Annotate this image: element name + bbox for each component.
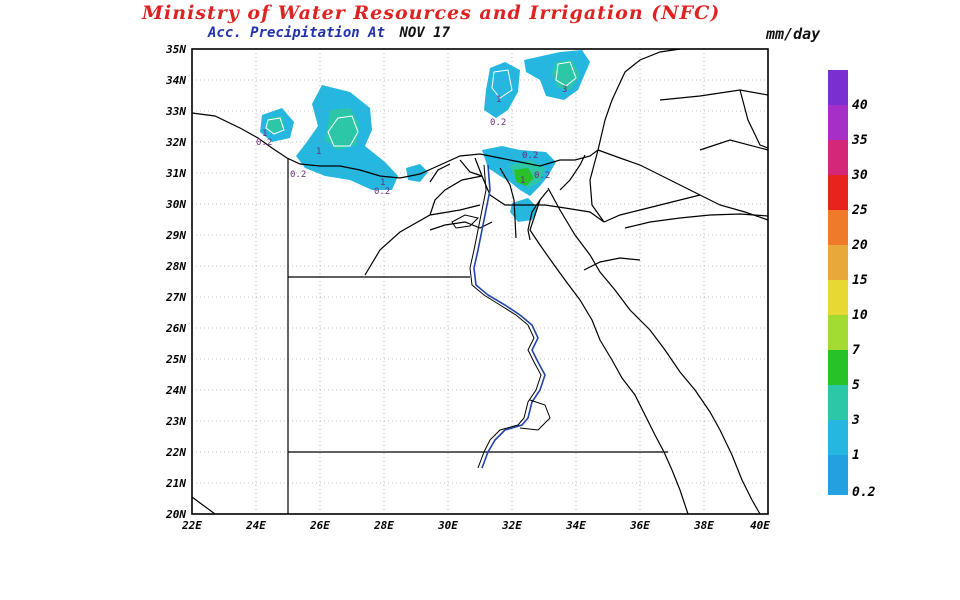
legend-label: 0.2 [852,485,876,500]
legend-swatch [828,105,848,140]
contour-label: 1 [496,95,501,105]
lat-label: 29N [165,229,186,242]
lon-label: 28E [373,519,394,532]
lat-label: 20N [165,508,186,521]
lat-label: 26N [165,322,186,335]
boundaries [191,48,769,515]
legend-label: 20 [851,238,868,253]
lat-label: 27N [165,291,186,304]
lon-label: 32E [501,519,522,532]
lat-label: 25N [165,353,186,366]
lon-label: 26E [309,519,330,532]
legend-swatch [828,245,848,280]
legend-swatch [828,70,848,105]
legend-swatch [828,315,848,350]
contour-label: 1 [380,178,385,188]
contour-label: 1 [262,129,267,139]
legend-label: 1 [852,448,860,463]
lon-label: 24E [245,519,266,532]
lat-label: 32N [165,136,186,149]
lon-axis: 22E 24E 26E 28E 30E 32E 34E 36E 38E 40E [181,519,770,532]
legend-label: 15 [852,273,868,288]
lat-label: 22N [165,446,186,459]
contour-label: 1 [520,176,525,186]
contour-label: 0.2 [290,170,306,180]
page-title: Ministry of Water Resources and Irrigati… [142,2,721,24]
legend-label: 30 [851,168,868,183]
lon-label: 38E [693,519,714,532]
lat-label: 21N [165,477,186,490]
legend-swatch [828,455,848,495]
lon-label: 36E [629,519,650,532]
lat-label: 23N [165,415,186,428]
lat-label: 31N [165,167,186,180]
subtitle-label: Acc. Precipitation At [208,25,386,41]
lon-label: 34E [565,519,586,532]
legend-label: 25 [851,203,868,218]
contour-label: 0.2 [522,151,538,161]
map-subtitle: Acc. Precipitation At NOV 17 [208,25,450,41]
nile-river [451,164,551,469]
lat-label: 34N [165,74,186,87]
legend-swatch [828,210,848,245]
legend-label: 40 [852,98,868,113]
contour-label: 0.2 [374,187,390,197]
legend-label: 10 [852,308,868,323]
legend-swatch [828,420,848,455]
lon-label: 30E [437,519,458,532]
lat-axis: 35N 34N 33N 32N 31N 30N 29N 28N 27N 26N … [165,43,186,521]
lat-label: 35N [165,43,186,56]
units-label: mm/day [766,25,821,43]
contour-label: 1 [316,147,321,157]
legend-label: 35 [851,133,868,148]
contour-label: 0.2 [534,171,550,181]
map-frame [191,48,769,515]
legend-label: 7 [852,343,860,358]
contour-label-group: 1 0.2 1 0.2 1 0.2 1 0.2 3 1 0.2 0.2 [256,85,567,197]
legend-swatch [828,175,848,210]
legend-swatch [828,140,848,175]
lat-label: 30N [165,198,186,211]
legend-swatch [828,385,848,420]
forecast-date: NOV 17 [399,25,451,41]
lat-label: 33N [165,105,186,118]
lat-label: 28N [165,260,186,273]
legend-label: 3 [851,413,860,428]
color-legend: 40 35 30 25 20 15 10 7 5 3 1 0.2 [828,70,876,500]
contour-label: 0.2 [256,138,272,148]
precipitation-shading [260,50,590,222]
lat-label: 24N [165,384,186,397]
legend-label: 5 [852,378,860,393]
legend-swatch [828,350,848,385]
lon-label: 22E [181,519,202,532]
legend-swatch [828,280,848,315]
contour-label: 0.2 [490,118,506,128]
contour-lines [265,61,577,147]
lon-label: 40E [750,519,770,532]
contour-label: 3 [562,85,567,95]
